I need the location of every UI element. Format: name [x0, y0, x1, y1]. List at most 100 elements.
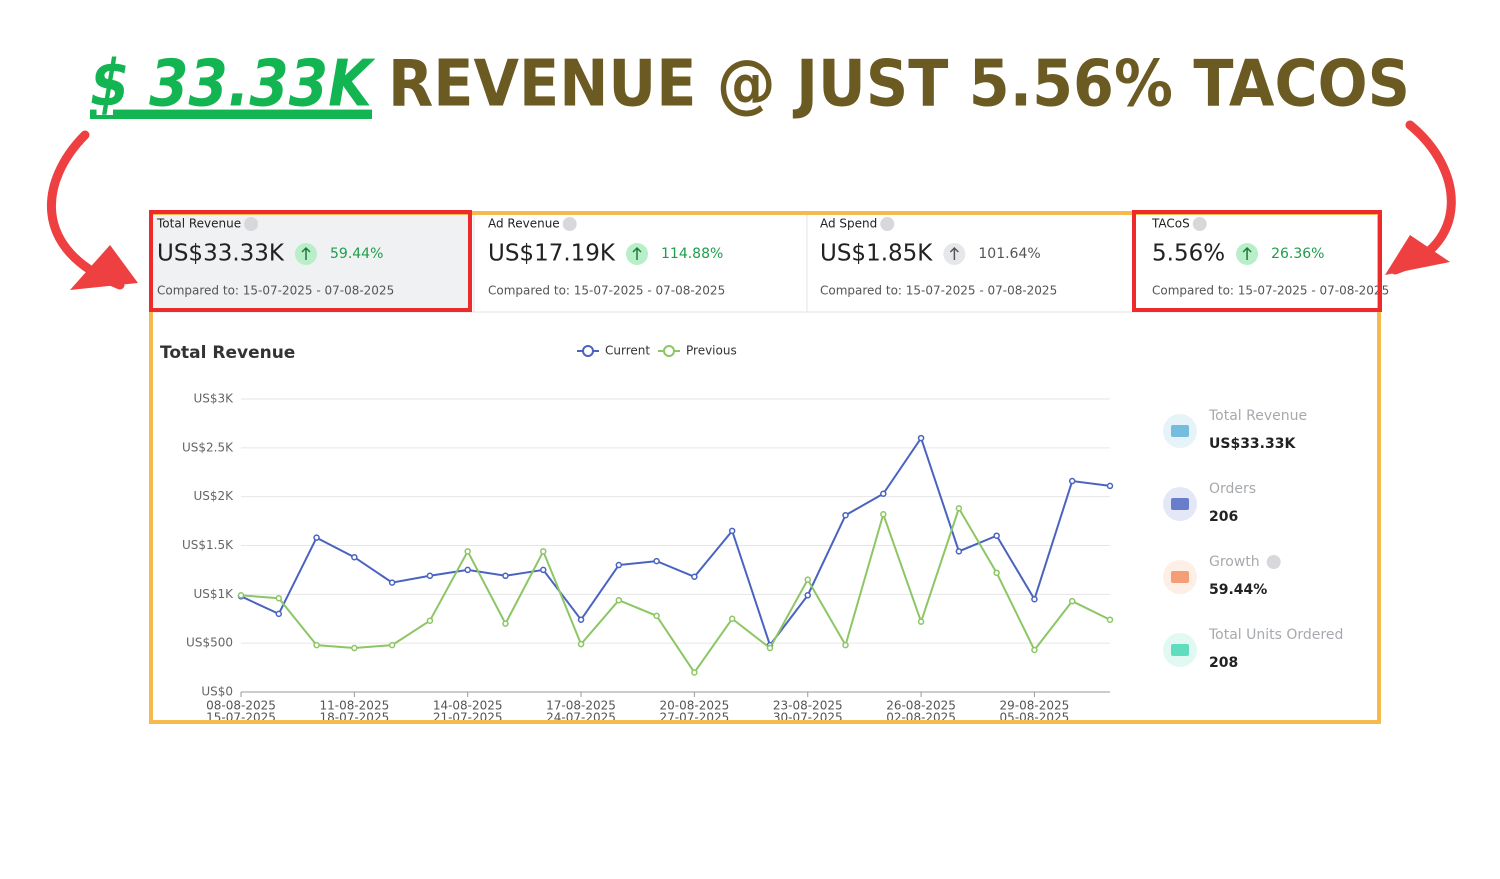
kpi-label: Ad Revenue [488, 217, 560, 231]
point [1106, 482, 1114, 490]
stat-icon [1171, 425, 1189, 437]
info-icon [1266, 555, 1281, 569]
info-icon [1192, 217, 1207, 231]
point [1031, 595, 1038, 603]
point [426, 617, 434, 624]
info-icon [244, 217, 259, 231]
x-tick-label: 29-08-2025 [1000, 699, 1070, 713]
point [691, 573, 698, 581]
y-tick-label: US$500 [186, 636, 233, 650]
point [880, 490, 887, 497]
legend-marker [582, 345, 594, 357]
point [351, 644, 358, 652]
point [464, 548, 471, 555]
x-tick-label: 14-08-2025 [433, 699, 503, 713]
y-tick-label: US$2.5K [182, 440, 234, 454]
kpi-value: 5.56% [1152, 241, 1225, 267]
headline: REVENUE @ JUST 5.56% TACOS [388, 48, 1410, 122]
point [237, 592, 245, 599]
point [615, 561, 623, 569]
series-line [240, 505, 1111, 675]
kpi-value: US$17.19K [488, 241, 616, 267]
x-tick-label: 26-08-2025 [886, 699, 956, 713]
point [1068, 597, 1076, 605]
info-icon [880, 217, 895, 231]
point [728, 615, 736, 622]
point [388, 641, 396, 649]
info-icon [562, 217, 577, 231]
y-tick-label: US$1K [193, 587, 234, 601]
legend-label: Current [605, 344, 650, 358]
point [313, 534, 320, 541]
point [275, 594, 283, 602]
point [728, 527, 736, 535]
point [1031, 646, 1038, 654]
point [540, 566, 547, 574]
point [993, 569, 1000, 577]
point [880, 510, 887, 518]
chart-title: Total Revenue [160, 343, 295, 363]
point [577, 640, 585, 648]
stat-icon [1171, 571, 1189, 583]
x-tick-label: 17-08-2025 [546, 699, 616, 713]
y-tick-label: US$3K [193, 392, 234, 406]
point [804, 592, 811, 599]
x-tick-label: 08-08-2025 [206, 699, 276, 713]
x-tick-label: 20-08-2025 [660, 699, 730, 713]
stat-label: Growth [1209, 554, 1260, 570]
kpi-value: US$33.33K [157, 241, 285, 267]
trend-arrow [949, 246, 959, 260]
point [615, 596, 623, 604]
point [502, 620, 509, 627]
kpi-change: 59.44% [330, 246, 383, 262]
stat-label: Total Units Ordered [1208, 627, 1343, 643]
point [993, 532, 1000, 539]
highlight-box [149, 210, 472, 312]
kpi-label: Total Revenue [156, 217, 241, 231]
legend-label: Previous [686, 344, 737, 358]
point [653, 612, 660, 620]
y-tick-label: US$2K [193, 489, 234, 503]
legend-marker [663, 345, 675, 357]
series-line [240, 435, 1111, 648]
kpi-compared: Compared to: 15-07-2025 - 07-08-2025 [157, 284, 394, 298]
point [691, 669, 698, 676]
trend-arrow [632, 246, 642, 260]
trend-arrow [301, 246, 311, 260]
stat-icon [1171, 644, 1189, 656]
point [842, 511, 849, 519]
x-tick-label: 11-08-2025 [319, 699, 389, 713]
point [388, 579, 396, 586]
point [955, 505, 963, 512]
point [1106, 616, 1114, 623]
point [955, 548, 963, 555]
point [577, 616, 585, 623]
stat-value: 59.44% [1209, 582, 1267, 598]
point [426, 572, 434, 580]
kpi-label: TACoS [1151, 217, 1190, 231]
stat-label: Total Revenue [1208, 408, 1307, 424]
trend-arrow [1242, 246, 1252, 260]
point [917, 434, 925, 442]
point [917, 618, 925, 625]
kpi-compared: Compared to: 15-07-2025 - 07-08-2025 [1152, 284, 1389, 298]
point [275, 610, 283, 618]
point [502, 572, 509, 580]
point [313, 641, 320, 649]
kpi-compared: Compared to: 15-07-2025 - 07-08-2025 [488, 284, 725, 298]
stat-value: 208 [1209, 655, 1238, 671]
point [804, 576, 811, 583]
point [766, 644, 774, 652]
point [842, 641, 849, 649]
headline-highlight: $ 33.33K [90, 48, 376, 122]
stat-value: US$33.33K [1209, 436, 1296, 452]
kpi-value: US$1.85K [820, 241, 933, 267]
point [1068, 477, 1076, 485]
point [540, 548, 547, 555]
arrow-head [70, 245, 138, 290]
stat-label: Orders [1209, 481, 1256, 497]
stat-value: 206 [1209, 509, 1238, 525]
stat-icon [1171, 498, 1189, 510]
highlight-box [1132, 210, 1382, 312]
